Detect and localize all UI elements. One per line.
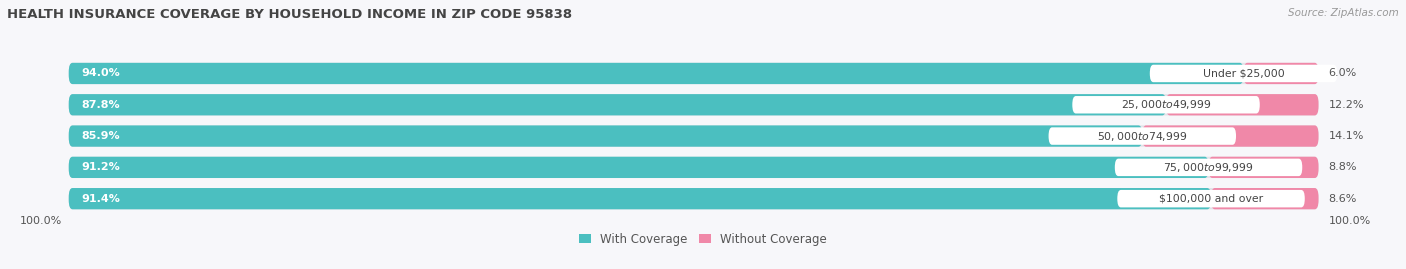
FancyBboxPatch shape	[1211, 188, 1319, 209]
FancyBboxPatch shape	[1150, 65, 1337, 82]
Text: Under $25,000: Under $25,000	[1202, 69, 1285, 79]
FancyBboxPatch shape	[69, 94, 1319, 115]
Text: 100.0%: 100.0%	[20, 216, 62, 226]
FancyBboxPatch shape	[1209, 157, 1319, 178]
Text: $75,000 to $99,999: $75,000 to $99,999	[1163, 161, 1254, 174]
FancyBboxPatch shape	[1073, 96, 1260, 114]
Text: Source: ZipAtlas.com: Source: ZipAtlas.com	[1288, 8, 1399, 18]
FancyBboxPatch shape	[1049, 127, 1236, 145]
Text: 8.6%: 8.6%	[1329, 194, 1357, 204]
FancyBboxPatch shape	[69, 125, 1319, 147]
FancyBboxPatch shape	[69, 157, 1319, 178]
Text: 94.0%: 94.0%	[82, 69, 120, 79]
FancyBboxPatch shape	[1166, 94, 1319, 115]
FancyBboxPatch shape	[1142, 125, 1319, 147]
FancyBboxPatch shape	[69, 63, 1243, 84]
Text: 100.0%: 100.0%	[1329, 216, 1371, 226]
FancyBboxPatch shape	[69, 188, 1211, 209]
FancyBboxPatch shape	[1243, 63, 1319, 84]
Text: 6.0%: 6.0%	[1329, 69, 1357, 79]
FancyBboxPatch shape	[69, 63, 1319, 84]
Text: 91.4%: 91.4%	[82, 194, 120, 204]
Text: HEALTH INSURANCE COVERAGE BY HOUSEHOLD INCOME IN ZIP CODE 95838: HEALTH INSURANCE COVERAGE BY HOUSEHOLD I…	[7, 8, 572, 21]
FancyBboxPatch shape	[69, 188, 1319, 209]
Text: 87.8%: 87.8%	[82, 100, 120, 110]
Text: 8.8%: 8.8%	[1329, 162, 1357, 172]
FancyBboxPatch shape	[69, 125, 1142, 147]
Text: $25,000 to $49,999: $25,000 to $49,999	[1121, 98, 1211, 111]
Text: 85.9%: 85.9%	[82, 131, 120, 141]
Text: 14.1%: 14.1%	[1329, 131, 1364, 141]
Text: 12.2%: 12.2%	[1329, 100, 1364, 110]
FancyBboxPatch shape	[1115, 159, 1302, 176]
Text: $100,000 and over: $100,000 and over	[1159, 194, 1263, 204]
Text: 91.2%: 91.2%	[82, 162, 120, 172]
Text: $50,000 to $74,999: $50,000 to $74,999	[1097, 130, 1188, 143]
Legend: With Coverage, Without Coverage: With Coverage, Without Coverage	[579, 233, 827, 246]
FancyBboxPatch shape	[69, 157, 1209, 178]
FancyBboxPatch shape	[1118, 190, 1305, 207]
FancyBboxPatch shape	[69, 94, 1166, 115]
